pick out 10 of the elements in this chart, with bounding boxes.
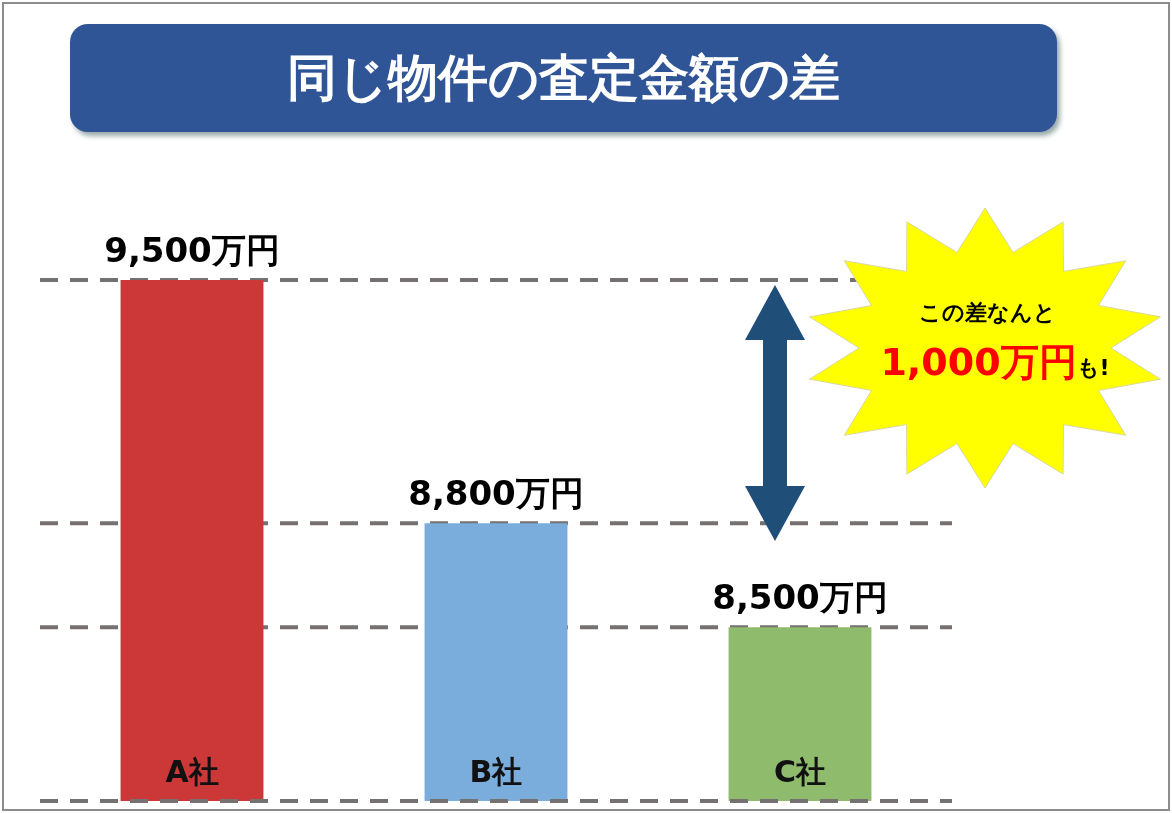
text: も! — [1076, 355, 1110, 380]
data-label: 8,800万円 — [408, 472, 584, 513]
x-tick-label: C社 — [773, 753, 827, 789]
x-tick-label: A社 — [165, 753, 219, 789]
x-tick-label: B社 — [469, 753, 523, 789]
data-label: 8,500万円 — [712, 577, 888, 618]
annotation: 1,000万円 — [880, 340, 1077, 384]
data-label: 9,500万円 — [104, 229, 280, 270]
annotation: この差なんと — [918, 299, 1057, 327]
chart-title: 同じ物件の査定金額の差 — [70, 24, 1057, 132]
